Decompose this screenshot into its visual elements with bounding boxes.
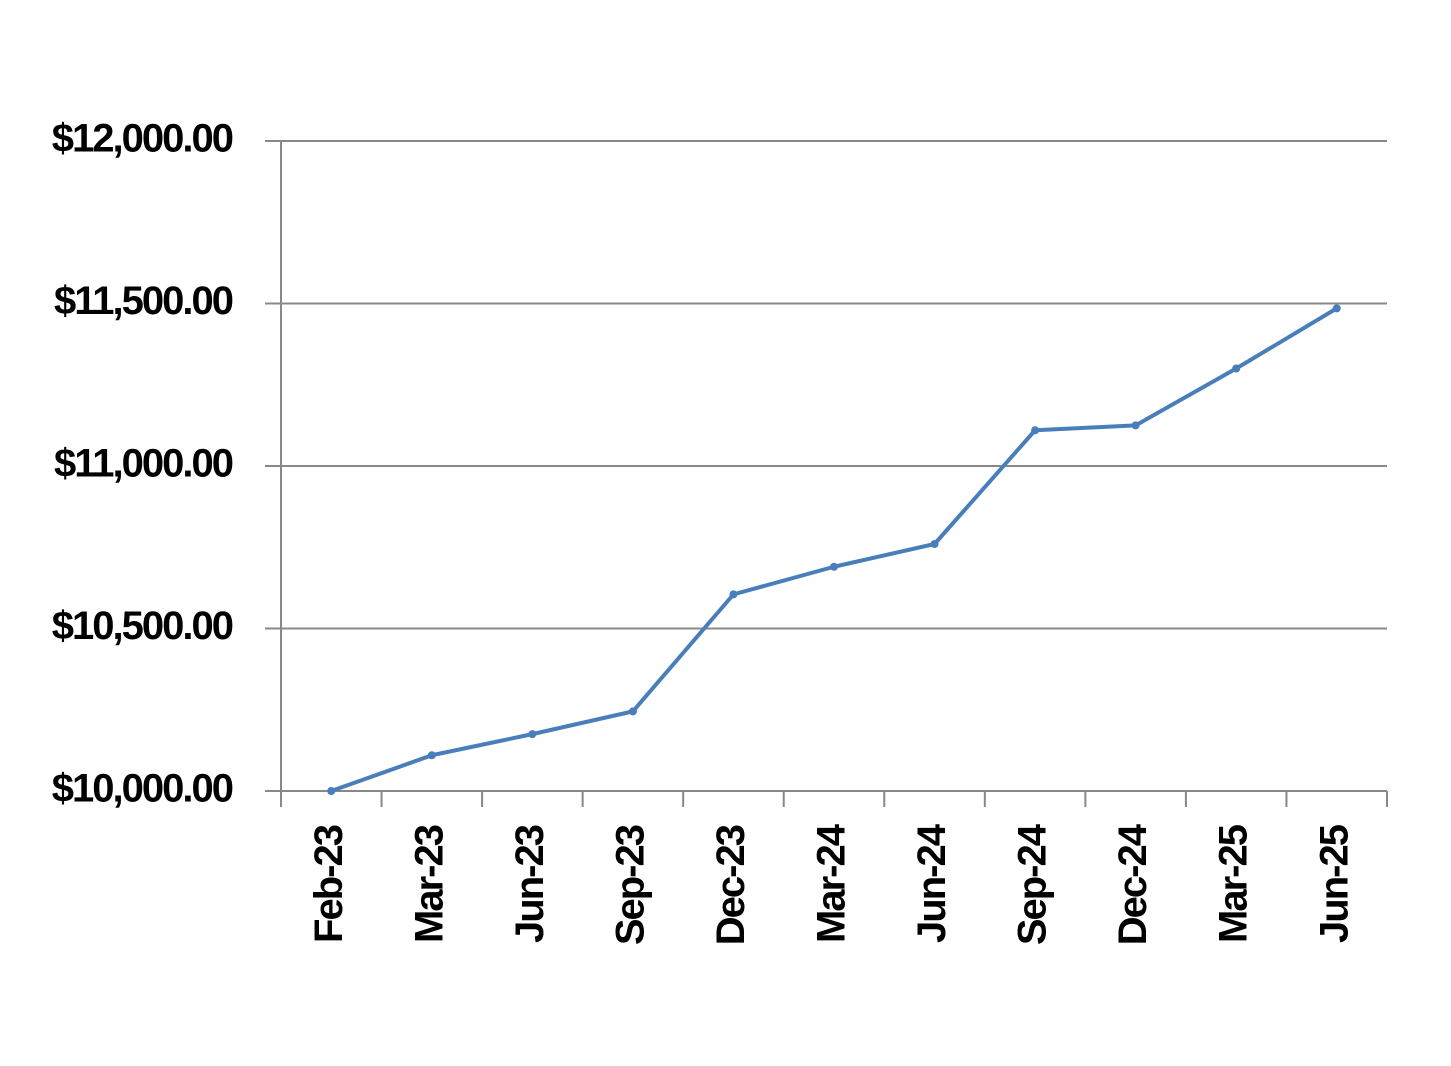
x-tick-label: Dec-24 [1111,823,1155,945]
x-tick-label: Feb-23 [307,825,351,943]
point [830,562,838,571]
point [427,751,436,760]
point [1332,304,1341,313]
line [330,306,1338,793]
x-tick-label: Mar-25 [1212,824,1256,943]
point [1232,364,1241,373]
point [628,707,637,716]
point [1131,421,1140,430]
x-tick-label: Mar-23 [407,825,451,943]
y-tick-label: $12,000.00 [52,117,233,161]
x-tick-label: Sep-24 [1011,823,1055,945]
y-tick-label: $11,500.00 [54,279,233,323]
x-tick-label: Jun-24 [910,823,954,943]
x-tick-label: Jun-25 [1312,824,1356,943]
point [1031,426,1040,435]
point [930,540,939,548]
x-tick-label: Jun-23 [508,825,552,943]
x-tick-label: Dec-23 [709,825,753,945]
y-tick-label: $10,000.00 [52,767,233,811]
x-tick-label: Mar-24 [810,823,854,943]
point [528,730,537,739]
point [729,590,738,599]
x-tick-label: Sep-23 [608,825,652,945]
point [327,787,336,795]
y-tick-label: $11,000.00 [54,442,233,486]
y-tick-label: $10,500.00 [52,604,233,648]
